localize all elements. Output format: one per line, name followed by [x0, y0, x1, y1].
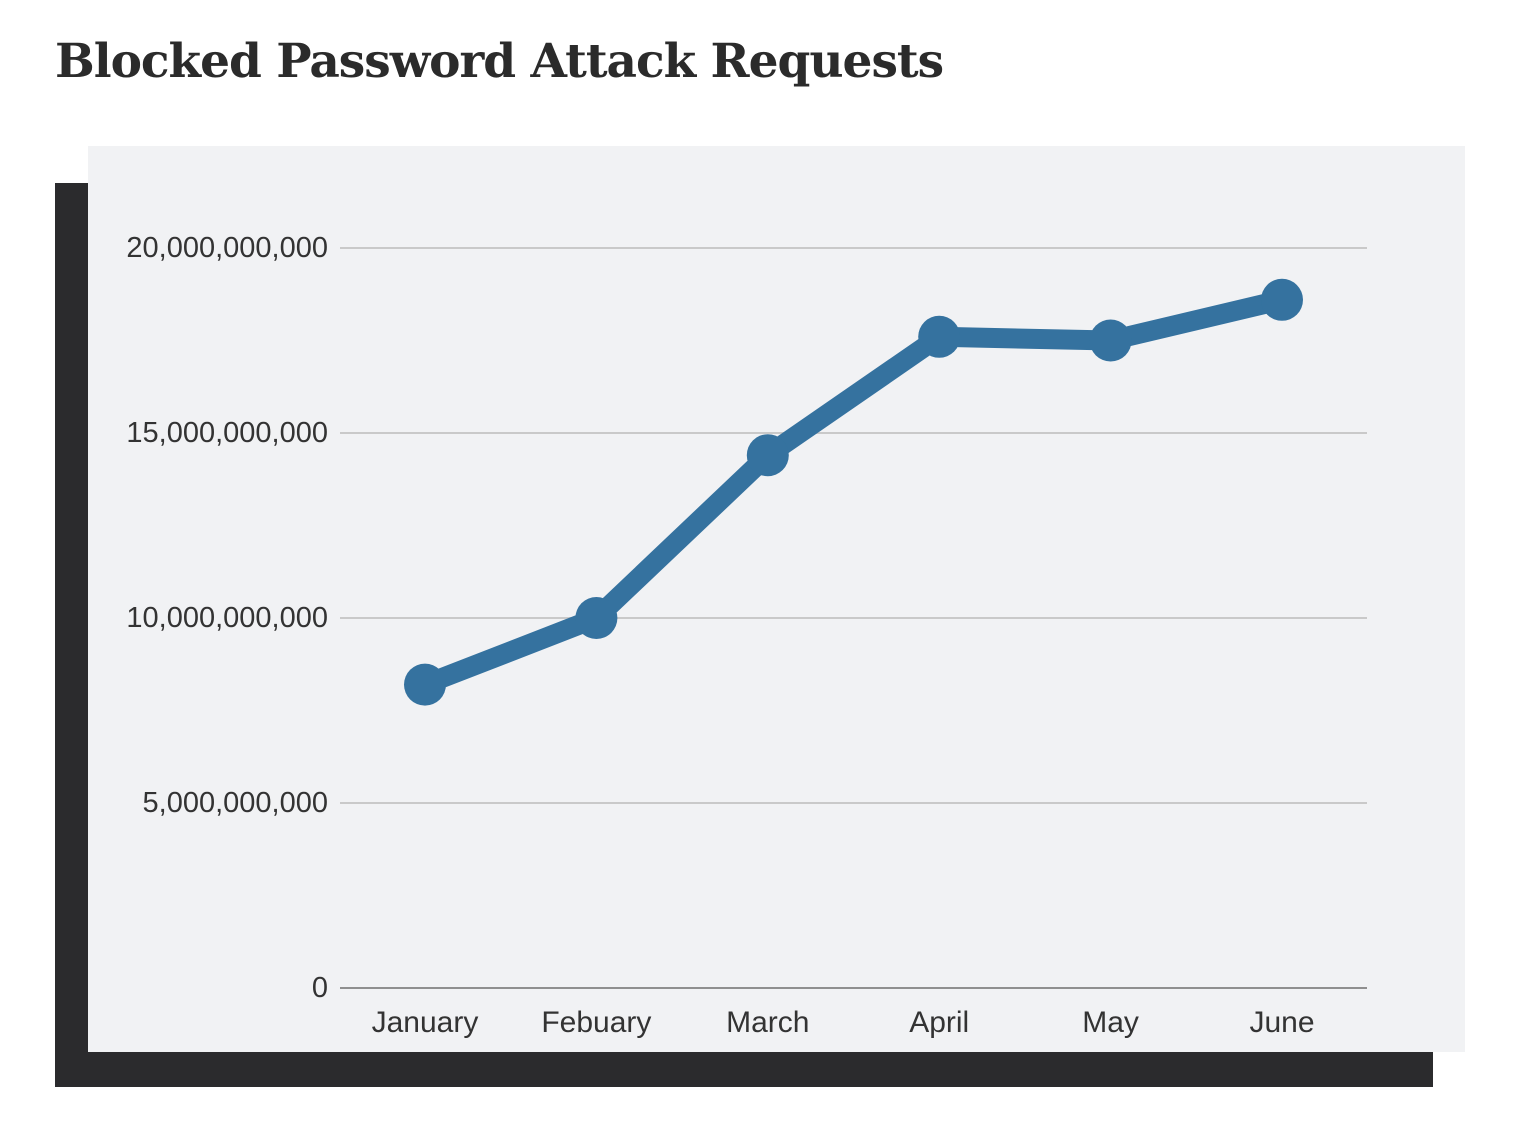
x-tick-label: Febuary [541, 1006, 651, 1039]
line-chart-svg: 0 5,000,000,000 10,000,000,000 15,000,000,0… [126, 232, 1367, 1039]
y-tick-label: 10,000,000,000 [126, 602, 328, 634]
y-tick-label: 5,000,000,000 [143, 787, 328, 819]
data-point-january [404, 663, 446, 706]
chart-title: Blocked Password Attack Requests [55, 34, 944, 89]
y-tick-label: 0 [312, 972, 328, 1004]
x-tick-label: May [1082, 1006, 1139, 1039]
data-point-march [746, 434, 789, 477]
x-tick-label: April [909, 1006, 969, 1039]
data-point-may [1089, 319, 1132, 362]
series-line [415, 289, 1292, 695]
y-tick-label: 15,000,000,000 [126, 417, 328, 449]
x-tick-label: January [372, 1006, 479, 1039]
data-point-june [1261, 278, 1303, 321]
data-point-april [918, 315, 961, 358]
chart-panel: 0 5,000,000,000 10,000,000,000 15,000,000,0… [88, 146, 1465, 1052]
y-tick-label: 20,000,000,000 [126, 232, 328, 264]
data-point-febuary [575, 597, 618, 639]
x-tick-label: March [726, 1006, 809, 1039]
x-tick-label: June [1249, 1006, 1314, 1039]
